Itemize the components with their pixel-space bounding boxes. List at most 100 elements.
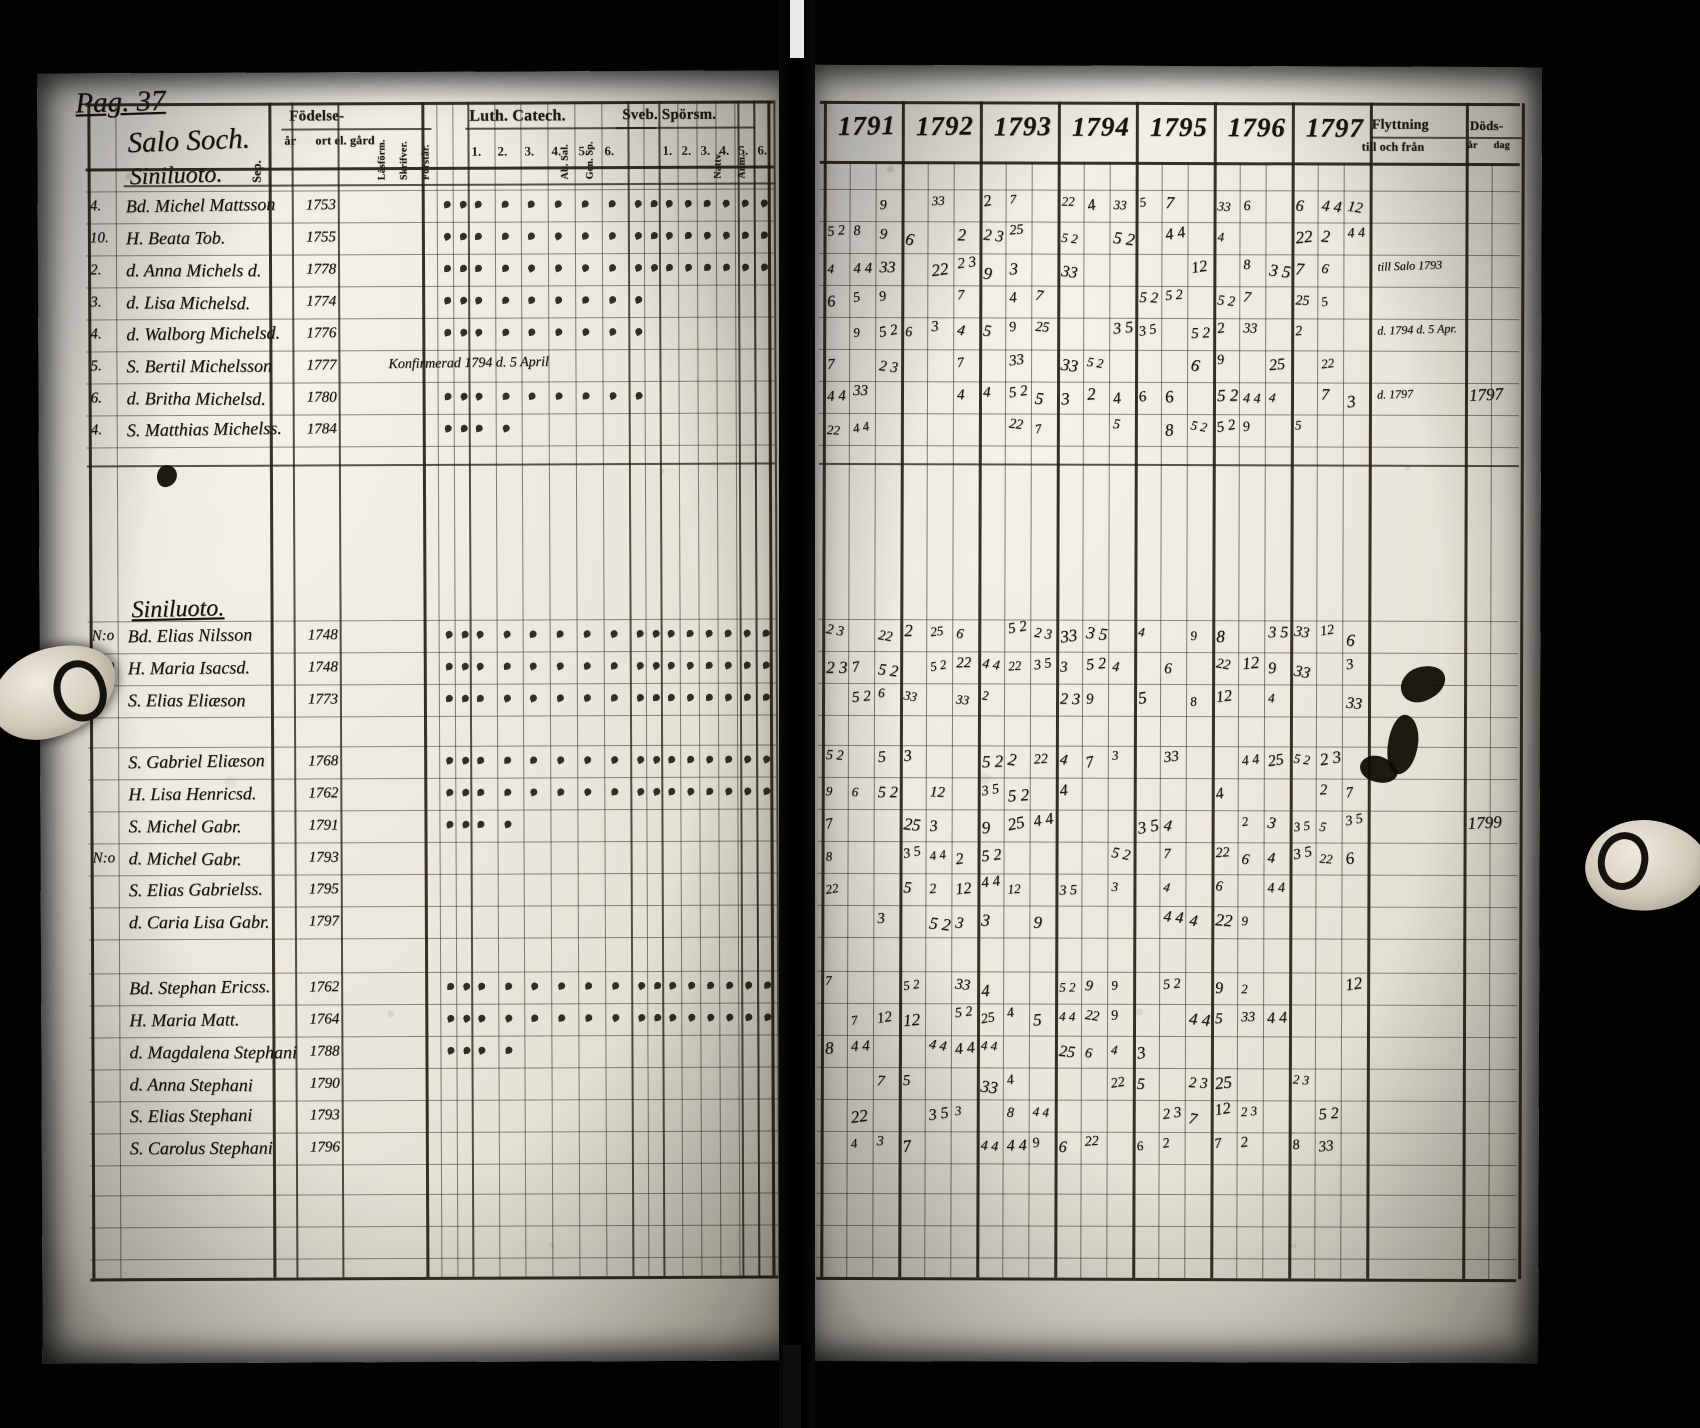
- right-row-rule-28: [816, 1192, 1517, 1197]
- year-cell-entry: 5 2: [1007, 382, 1029, 401]
- year-cell-entry: 2: [1319, 781, 1328, 799]
- year-cell-entry: 4: [1008, 289, 1018, 307]
- cell-tick-mark: [460, 661, 470, 671]
- cell-tick-mark: [743, 786, 753, 796]
- cell-tick-mark: [582, 392, 590, 400]
- year-cell-entry: 4: [980, 980, 991, 1001]
- cell-tick-mark: [725, 1012, 735, 1022]
- cell-tick-mark: [635, 754, 646, 765]
- year-cell-entry: 7: [1344, 784, 1355, 802]
- row-person-name: d. Britha Michelsd.: [126, 388, 266, 409]
- cell-tick-mark: [445, 788, 455, 797]
- year-cell-entry: 5 2: [1216, 293, 1236, 311]
- left-row-rule-13: [87, 714, 776, 719]
- cell-tick-mark: [667, 693, 676, 702]
- cell-tick-mark: [553, 231, 564, 241]
- left-row-rule-26: [89, 1130, 778, 1135]
- year-cell-entry: 6: [1214, 878, 1224, 895]
- row-margin-number: 4.: [90, 326, 102, 343]
- year-cell-entry: 4 4: [980, 1037, 998, 1054]
- cell-tick-mark: [653, 981, 662, 990]
- cell-tick-mark: [444, 629, 454, 639]
- left-row-rule-18: [88, 872, 777, 877]
- cell-tick-mark: [743, 660, 752, 670]
- cell-tick-mark: [664, 198, 674, 208]
- year-cell-entry: 5 2: [1164, 287, 1184, 305]
- cell-tick-mark: [503, 819, 513, 829]
- header-vertical-skrifver: Skrifver.: [398, 141, 410, 181]
- year-cell-entry: 33: [955, 691, 970, 708]
- year-cell-entry: 12: [902, 1009, 921, 1031]
- cell-tick-mark: [461, 981, 472, 991]
- year-cell-entry: 3 5: [927, 1104, 950, 1124]
- cell-tick-mark: [501, 423, 511, 433]
- year-cell-entry: 2: [981, 191, 994, 210]
- year-cell-entry: 5 2: [1190, 324, 1211, 342]
- cell-tick-mark: [611, 981, 620, 990]
- year-cell-entry: 4: [849, 1134, 858, 1151]
- year-cell-entry: 12: [929, 784, 946, 801]
- year-cell-entry: 5: [1032, 1010, 1043, 1031]
- sveb-sporsm-num-6: 6.: [757, 142, 768, 158]
- header-sveb-sporsm: Sveb. Spörsm.: [622, 106, 717, 124]
- cell-tick-mark: [686, 755, 695, 764]
- header-death-l3: dag: [1493, 140, 1510, 152]
- year-cell-entry: 9: [1216, 352, 1225, 368]
- cell-tick-mark: [685, 660, 695, 670]
- year-cell-entry: 7: [957, 288, 965, 304]
- year-cell-entry: 22: [1215, 656, 1232, 674]
- cell-tick-mark: [724, 786, 734, 796]
- year-cell-entry: 3 5: [1135, 815, 1161, 839]
- cell-tick-mark: [474, 327, 484, 337]
- row-birth-year: 1762: [308, 785, 339, 802]
- year-cell-entry: 5: [902, 879, 913, 897]
- cell-tick-mark: [474, 391, 484, 401]
- year-cell-entry: 33: [931, 192, 946, 209]
- cell-tick-mark: [527, 295, 536, 305]
- left-row-rule-6: [86, 380, 775, 385]
- year-cell-entry: 5 2: [980, 846, 1003, 866]
- year-cell-entry: 3 5: [980, 781, 1001, 800]
- year-cell-entry: 2 3: [878, 358, 899, 377]
- cell-tick-mark: [705, 693, 714, 701]
- cell-tick-mark: [475, 424, 484, 433]
- cell-tick-mark: [526, 263, 537, 273]
- cell-tick-mark: [608, 295, 617, 304]
- cell-tick-mark: [581, 327, 591, 337]
- year-cell-entry: 3: [1060, 388, 1071, 409]
- row-birth-year: 1773: [307, 691, 338, 708]
- year-cell-entry: 12: [1346, 198, 1364, 217]
- right-row-rule-9: [818, 462, 1519, 468]
- cell-tick-mark: [608, 231, 617, 240]
- cell-tick-mark: [723, 660, 733, 670]
- year-cell-entry: 4 4: [981, 656, 1001, 674]
- moving-annotation: d. 1797: [1376, 386, 1414, 402]
- left-table-bottom-rule: [90, 1275, 779, 1282]
- row-person-name: S. Elias Gabrielss.: [128, 878, 263, 901]
- year-cell-entry: 22: [930, 259, 950, 281]
- year-cell-entry: 4 4: [1164, 223, 1187, 244]
- year-cell-entry: 6: [1189, 355, 1202, 376]
- year-cell-entry: 3: [1344, 655, 1355, 674]
- year-cell-entry: 4: [1085, 195, 1097, 215]
- year-cell-entry: 7: [1163, 846, 1171, 862]
- cell-tick-mark: [610, 661, 619, 670]
- year-cell-entry: 4: [1111, 390, 1122, 408]
- year-cell-entry: 7: [1294, 259, 1305, 279]
- right-row-rule-26: [816, 1130, 1517, 1135]
- book-gutter: [779, 0, 815, 1428]
- year-cell-entry: 12: [1213, 1099, 1232, 1120]
- year-cell-entry: 4 4: [1032, 1103, 1050, 1121]
- sveb-sporsm-num-1: 1.: [662, 142, 673, 158]
- row-birth-year: 1797: [308, 913, 339, 930]
- year-cell-entry: 8: [1291, 1137, 1301, 1154]
- cell-tick-mark: [502, 629, 512, 639]
- year-cell-entry: 7: [849, 1011, 859, 1028]
- right-row-rule-5: [819, 348, 1520, 353]
- year-cell-entry: 3 5: [1292, 818, 1311, 835]
- year-cell-entry: 22: [1007, 657, 1022, 674]
- year-cell-entry: 4 4: [1188, 1009, 1212, 1030]
- cell-tick-mark: [653, 1013, 662, 1022]
- cell-tick-mark: [686, 629, 695, 638]
- year-cell-entry: 5 2: [851, 687, 872, 706]
